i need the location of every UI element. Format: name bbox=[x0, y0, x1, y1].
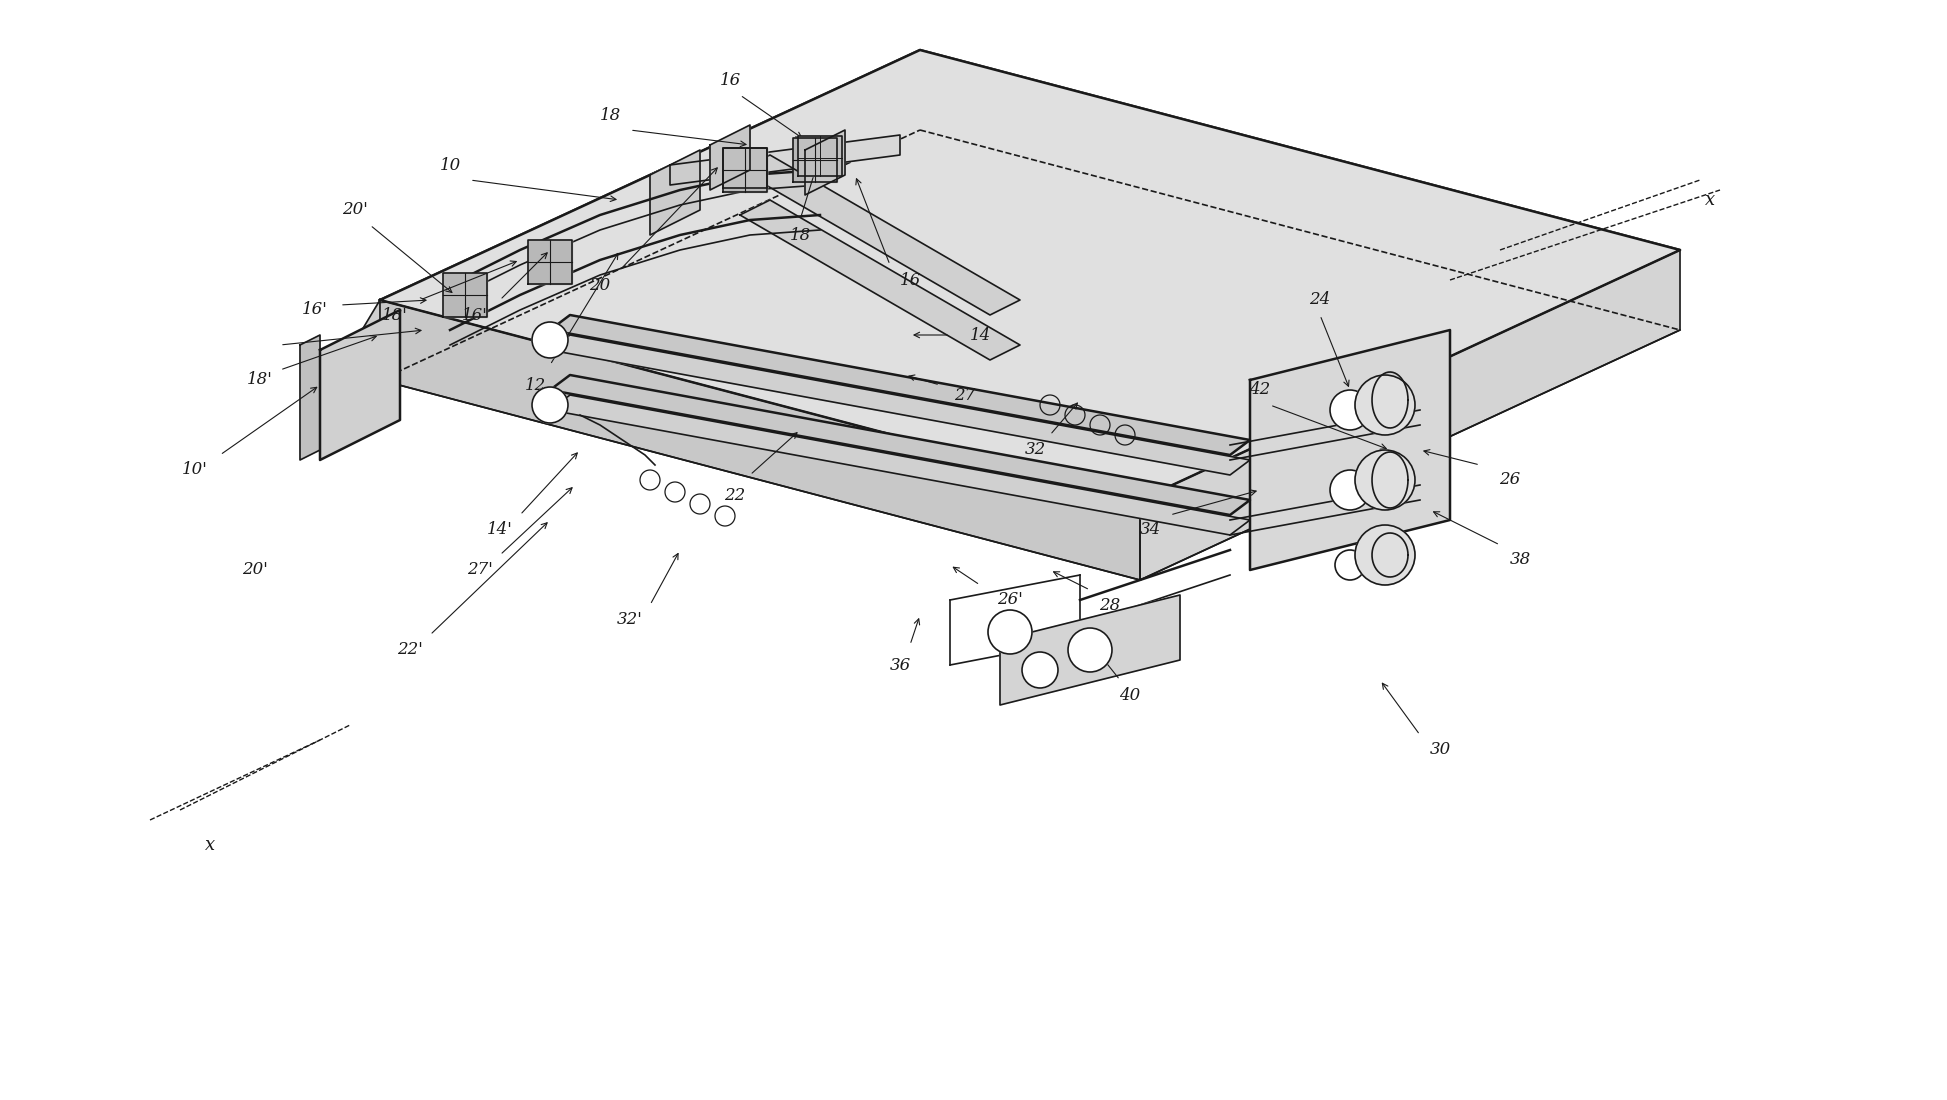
Text: 20: 20 bbox=[590, 276, 611, 294]
Polygon shape bbox=[1373, 372, 1408, 428]
Text: 30: 30 bbox=[1429, 741, 1451, 759]
Text: 12: 12 bbox=[524, 376, 545, 394]
Text: 40: 40 bbox=[1120, 686, 1141, 704]
Text: 22': 22' bbox=[397, 641, 422, 659]
Circle shape bbox=[532, 322, 569, 358]
Polygon shape bbox=[1250, 330, 1451, 570]
Polygon shape bbox=[1001, 595, 1180, 705]
Circle shape bbox=[1336, 550, 1365, 580]
Polygon shape bbox=[528, 240, 572, 284]
Polygon shape bbox=[319, 310, 399, 460]
Text: x: x bbox=[1706, 191, 1715, 209]
Text: 16: 16 bbox=[718, 72, 740, 88]
Polygon shape bbox=[740, 200, 1020, 360]
Text: 10: 10 bbox=[440, 156, 461, 174]
Text: 42: 42 bbox=[1250, 382, 1271, 398]
Polygon shape bbox=[549, 336, 1250, 475]
Text: 32': 32' bbox=[617, 612, 643, 628]
Circle shape bbox=[1355, 525, 1415, 585]
Circle shape bbox=[1355, 375, 1415, 434]
Text: 18: 18 bbox=[789, 227, 810, 243]
Polygon shape bbox=[300, 336, 319, 460]
Text: 18': 18' bbox=[382, 307, 409, 323]
Polygon shape bbox=[711, 125, 750, 190]
Text: 14': 14' bbox=[487, 521, 512, 539]
Polygon shape bbox=[380, 50, 1680, 501]
Text: 20': 20' bbox=[241, 561, 269, 579]
Text: 38: 38 bbox=[1509, 551, 1530, 569]
Text: 14: 14 bbox=[970, 327, 991, 343]
Polygon shape bbox=[798, 136, 841, 176]
Polygon shape bbox=[1141, 250, 1680, 580]
Circle shape bbox=[1022, 652, 1057, 688]
Text: 24: 24 bbox=[1310, 292, 1330, 308]
Circle shape bbox=[1330, 390, 1371, 430]
Circle shape bbox=[987, 610, 1032, 654]
Polygon shape bbox=[549, 375, 1250, 515]
Text: 26': 26' bbox=[997, 592, 1022, 608]
Circle shape bbox=[1355, 450, 1415, 510]
Text: 22: 22 bbox=[724, 486, 746, 504]
Text: 32: 32 bbox=[1024, 441, 1046, 459]
Polygon shape bbox=[670, 135, 900, 185]
Text: 16: 16 bbox=[900, 272, 921, 288]
Circle shape bbox=[1069, 628, 1112, 672]
Text: 20': 20' bbox=[343, 201, 368, 219]
Polygon shape bbox=[350, 300, 380, 400]
Text: 28: 28 bbox=[1100, 596, 1121, 614]
Polygon shape bbox=[804, 130, 845, 195]
Text: 16': 16' bbox=[461, 307, 489, 323]
Polygon shape bbox=[380, 300, 1141, 580]
Polygon shape bbox=[722, 148, 767, 192]
Polygon shape bbox=[650, 150, 701, 235]
Text: 27: 27 bbox=[954, 386, 975, 404]
Polygon shape bbox=[380, 50, 1680, 501]
Polygon shape bbox=[549, 395, 1250, 535]
Text: x: x bbox=[204, 836, 214, 854]
Text: 10': 10' bbox=[183, 462, 208, 478]
Text: 34: 34 bbox=[1139, 521, 1160, 539]
Polygon shape bbox=[792, 138, 837, 182]
Text: 18: 18 bbox=[600, 107, 621, 123]
Polygon shape bbox=[1373, 534, 1408, 578]
Polygon shape bbox=[444, 273, 487, 317]
Text: 36: 36 bbox=[890, 657, 911, 673]
Polygon shape bbox=[722, 148, 767, 188]
Text: 27': 27' bbox=[467, 561, 493, 579]
Polygon shape bbox=[1373, 452, 1408, 508]
Text: 18': 18' bbox=[247, 372, 273, 388]
Text: 16': 16' bbox=[302, 301, 327, 319]
Polygon shape bbox=[740, 155, 1020, 315]
Text: 26: 26 bbox=[1499, 472, 1521, 488]
Circle shape bbox=[532, 387, 569, 424]
Circle shape bbox=[1330, 470, 1371, 510]
Polygon shape bbox=[549, 315, 1250, 455]
